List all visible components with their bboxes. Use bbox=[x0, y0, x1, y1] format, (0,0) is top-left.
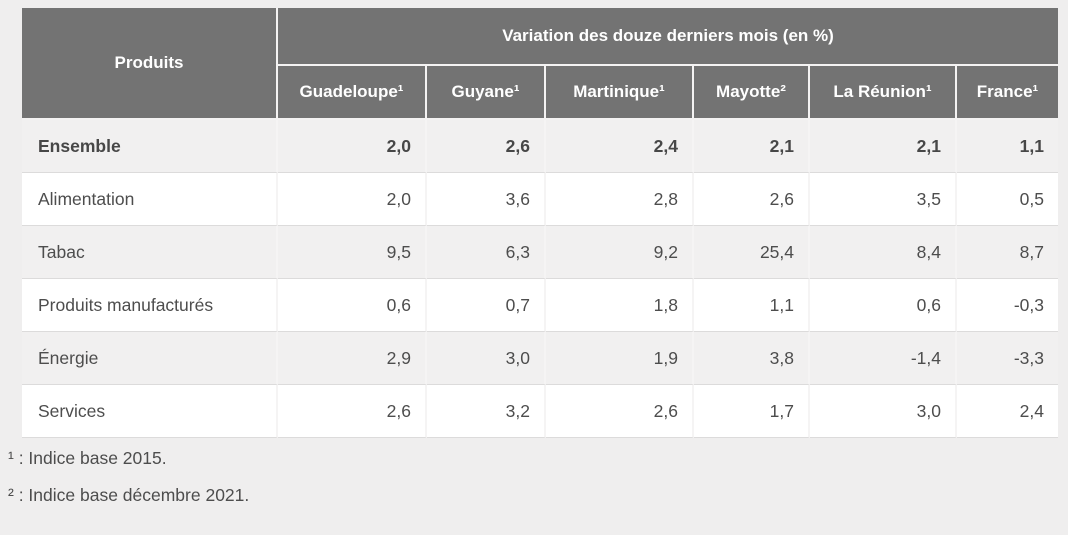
footnote-indice-base-decembre-2021: ² : Indice base décembre 2021. bbox=[8, 484, 250, 505]
data-cell: -1,4 bbox=[810, 332, 957, 385]
data-cell: 8,7 bbox=[957, 226, 1058, 279]
data-cell: 2,6 bbox=[427, 120, 546, 173]
table-header: Produits Variation des douze derniers mo… bbox=[22, 8, 1058, 120]
data-cell: 3,0 bbox=[810, 385, 957, 438]
header-row-territories: Guadeloupe¹ Guyane¹ Martinique¹ Mayotte²… bbox=[22, 66, 1058, 120]
header-row-group: Produits Variation des douze derniers mo… bbox=[22, 8, 1058, 120]
data-cell: 2,4 bbox=[957, 385, 1058, 438]
col-header-mayotte: Mayotte² bbox=[694, 66, 810, 120]
data-cell: 9,5 bbox=[278, 226, 427, 279]
col-header-la-reunion: La Réunion¹ bbox=[810, 66, 957, 120]
data-cell: 25,4 bbox=[694, 226, 810, 279]
data-cell: 2,6 bbox=[278, 385, 427, 438]
table-row-produits-manufactures: Produits manufacturés 0,6 0,7 1,8 1,1 0,… bbox=[22, 279, 1058, 332]
data-cell: 3,2 bbox=[427, 385, 546, 438]
data-cell: 1,1 bbox=[694, 279, 810, 332]
data-cell: 1,8 bbox=[546, 279, 694, 332]
table-row-ensemble: Ensemble 2,0 2,6 2,4 2,1 2,1 1,1 bbox=[22, 120, 1058, 173]
data-cell: 1,7 bbox=[694, 385, 810, 438]
data-cell: 2,6 bbox=[546, 385, 694, 438]
footnote-indice-base-2015: ¹ : Indice base 2015. bbox=[8, 448, 167, 468]
data-cell: 0,6 bbox=[278, 279, 427, 332]
col-header-guyane: Guyane¹ bbox=[427, 66, 546, 120]
data-cell: -0,3 bbox=[957, 279, 1058, 332]
table-row-alimentation: Alimentation 2,0 3,6 2,8 2,6 3,5 0,5 bbox=[22, 173, 1058, 226]
data-cell: 2,4 bbox=[546, 120, 694, 173]
col-header-martinique: Martinique¹ bbox=[546, 66, 694, 120]
data-cell: 2,8 bbox=[546, 173, 694, 226]
data-cell: 6,3 bbox=[427, 226, 546, 279]
footnotes: ¹ : Indice base 2015. ² : Indice base dé… bbox=[8, 447, 1068, 507]
data-cell: 2,0 bbox=[278, 120, 427, 173]
data-cell: 2,0 bbox=[278, 173, 427, 226]
data-cell: 2,9 bbox=[278, 332, 427, 385]
data-cell: 2,6 bbox=[694, 173, 810, 226]
data-cell: 3,8 bbox=[694, 332, 810, 385]
data-cell: 3,0 bbox=[427, 332, 546, 385]
price-variation-table: Produits Variation des douze derniers mo… bbox=[22, 8, 1058, 438]
row-label: Produits manufacturés bbox=[22, 279, 278, 332]
table-row-tabac: Tabac 9,5 6,3 9,2 25,4 8,4 8,7 bbox=[22, 226, 1058, 279]
data-cell: 3,6 bbox=[427, 173, 546, 226]
row-label: Tabac bbox=[22, 226, 278, 279]
price-variation-table-wrap: Produits Variation des douze derniers mo… bbox=[22, 8, 1058, 438]
row-label: Services bbox=[22, 385, 278, 438]
data-cell: -3,3 bbox=[957, 332, 1058, 385]
data-cell: 3,5 bbox=[810, 173, 957, 226]
data-cell: 1,9 bbox=[546, 332, 694, 385]
table-row-energie: Énergie 2,9 3,0 1,9 3,8 -1,4 -3,3 bbox=[22, 332, 1058, 385]
col-header-guadeloupe: Guadeloupe¹ bbox=[278, 66, 427, 120]
col-header-france: France¹ bbox=[957, 66, 1058, 120]
row-label: Énergie bbox=[22, 332, 278, 385]
row-label: Ensemble bbox=[22, 120, 278, 173]
row-label: Alimentation bbox=[22, 173, 278, 226]
group-header-variation: Variation des douze derniers mois (en %) bbox=[278, 8, 1058, 66]
table-body: Ensemble 2,0 2,6 2,4 2,1 2,1 1,1 Aliment… bbox=[22, 120, 1058, 438]
data-cell: 0,5 bbox=[957, 173, 1058, 226]
data-cell: 0,7 bbox=[427, 279, 546, 332]
data-cell: 2,1 bbox=[810, 120, 957, 173]
data-cell: 1,1 bbox=[957, 120, 1058, 173]
table-row-services: Services 2,6 3,2 2,6 1,7 3,0 2,4 bbox=[22, 385, 1058, 438]
data-cell: 2,1 bbox=[694, 120, 810, 173]
data-cell: 9,2 bbox=[546, 226, 694, 279]
corner-header-produits: Produits bbox=[22, 8, 278, 120]
data-cell: 8,4 bbox=[810, 226, 957, 279]
data-cell: 0,6 bbox=[810, 279, 957, 332]
